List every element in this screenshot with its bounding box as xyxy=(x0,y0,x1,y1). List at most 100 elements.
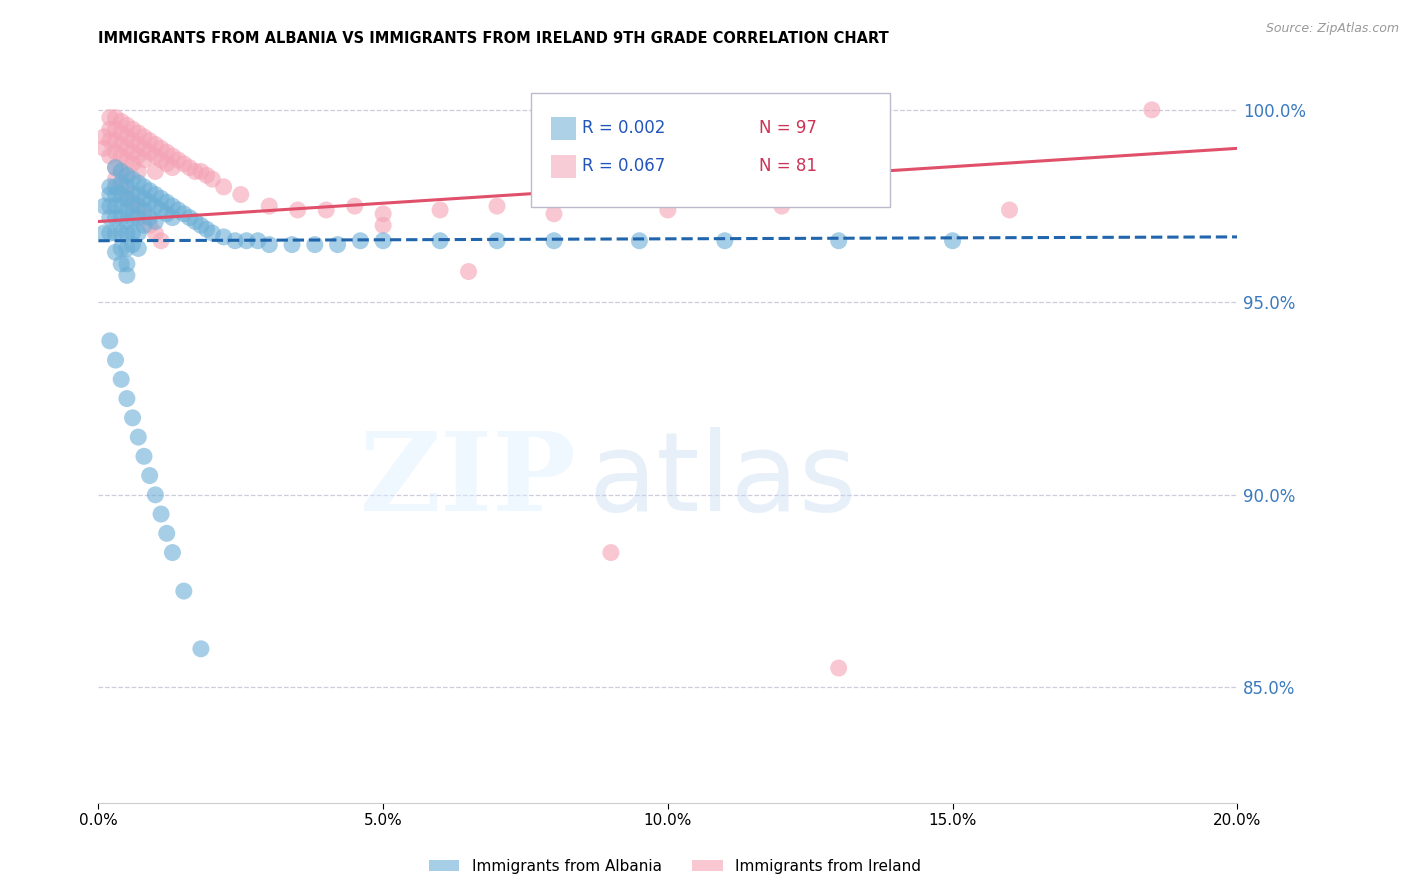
Point xyxy=(132,219,155,233)
Point xyxy=(110,149,132,163)
Point xyxy=(156,157,179,171)
Point xyxy=(179,211,201,225)
Point xyxy=(127,187,149,202)
Point xyxy=(145,187,167,202)
Point xyxy=(104,161,127,175)
Point xyxy=(138,134,160,148)
Point xyxy=(229,187,252,202)
Point xyxy=(132,129,155,144)
Point xyxy=(98,187,121,202)
Point xyxy=(138,211,160,225)
Point xyxy=(315,202,337,217)
Point xyxy=(110,137,132,152)
Point xyxy=(138,184,160,198)
Text: R = 0.067: R = 0.067 xyxy=(582,158,665,176)
Point xyxy=(98,111,121,125)
Point xyxy=(259,199,281,213)
Point xyxy=(162,149,184,163)
Point xyxy=(115,187,138,202)
Point xyxy=(132,153,155,167)
Point xyxy=(98,134,121,148)
Point xyxy=(110,242,132,256)
Point xyxy=(127,137,149,152)
Text: ZIP: ZIP xyxy=(360,427,576,534)
Point xyxy=(121,237,143,252)
Point xyxy=(184,214,207,228)
Point xyxy=(429,234,451,248)
Point xyxy=(304,237,326,252)
Point xyxy=(190,641,212,656)
FancyBboxPatch shape xyxy=(531,94,890,207)
Point xyxy=(121,134,143,148)
Point xyxy=(201,226,224,240)
Point xyxy=(104,245,127,260)
Point xyxy=(195,169,218,183)
Point xyxy=(110,176,132,190)
Point xyxy=(127,202,149,217)
Point xyxy=(150,141,173,155)
Point xyxy=(110,114,132,128)
Point xyxy=(110,187,132,202)
Point xyxy=(132,211,155,225)
Point xyxy=(110,164,132,178)
Text: IMMIGRANTS FROM ALBANIA VS IMMIGRANTS FROM IRELAND 9TH GRADE CORRELATION CHART: IMMIGRANTS FROM ALBANIA VS IMMIGRANTS FR… xyxy=(98,31,889,46)
Point xyxy=(246,234,269,248)
Point xyxy=(457,264,479,278)
Point xyxy=(104,353,127,368)
Point xyxy=(173,584,195,599)
Point xyxy=(212,179,235,194)
Point xyxy=(373,219,395,233)
Point xyxy=(121,211,143,225)
Point xyxy=(156,526,179,541)
Point xyxy=(150,202,173,217)
Point xyxy=(173,207,195,221)
Point xyxy=(167,153,190,167)
Point xyxy=(162,545,184,559)
Point xyxy=(145,488,167,502)
Point xyxy=(828,234,851,248)
Point xyxy=(132,450,155,464)
Point xyxy=(104,226,127,240)
Point xyxy=(486,199,509,213)
Point xyxy=(110,257,132,271)
Point xyxy=(156,207,179,221)
Point xyxy=(657,202,679,217)
Text: N = 97: N = 97 xyxy=(759,120,817,137)
Point xyxy=(212,230,235,244)
Point xyxy=(173,157,195,171)
Point xyxy=(150,234,173,248)
Point xyxy=(127,149,149,163)
Point xyxy=(104,122,127,136)
Point xyxy=(110,226,132,240)
Point xyxy=(132,179,155,194)
Point xyxy=(343,199,366,213)
Point xyxy=(104,211,127,225)
Point xyxy=(127,242,149,256)
Point xyxy=(543,207,565,221)
Point xyxy=(110,372,132,386)
Point xyxy=(93,226,115,240)
Point xyxy=(162,211,184,225)
Point xyxy=(115,169,138,183)
Point xyxy=(145,199,167,213)
Point xyxy=(98,179,121,194)
Legend: Immigrants from Albania, Immigrants from Ireland: Immigrants from Albania, Immigrants from… xyxy=(423,853,927,880)
Point xyxy=(156,195,179,210)
Point xyxy=(115,191,138,205)
Point xyxy=(998,202,1021,217)
Point xyxy=(110,126,132,140)
Point xyxy=(104,199,127,213)
Point xyxy=(115,214,138,228)
Point xyxy=(942,234,965,248)
Point xyxy=(127,430,149,444)
Point xyxy=(138,219,160,233)
Point xyxy=(98,122,121,136)
Point xyxy=(115,169,138,183)
FancyBboxPatch shape xyxy=(551,154,575,178)
Point xyxy=(115,226,138,240)
Point xyxy=(115,268,138,283)
Point xyxy=(167,202,190,217)
Point xyxy=(145,149,167,163)
Point xyxy=(127,226,149,240)
Point xyxy=(115,179,138,194)
